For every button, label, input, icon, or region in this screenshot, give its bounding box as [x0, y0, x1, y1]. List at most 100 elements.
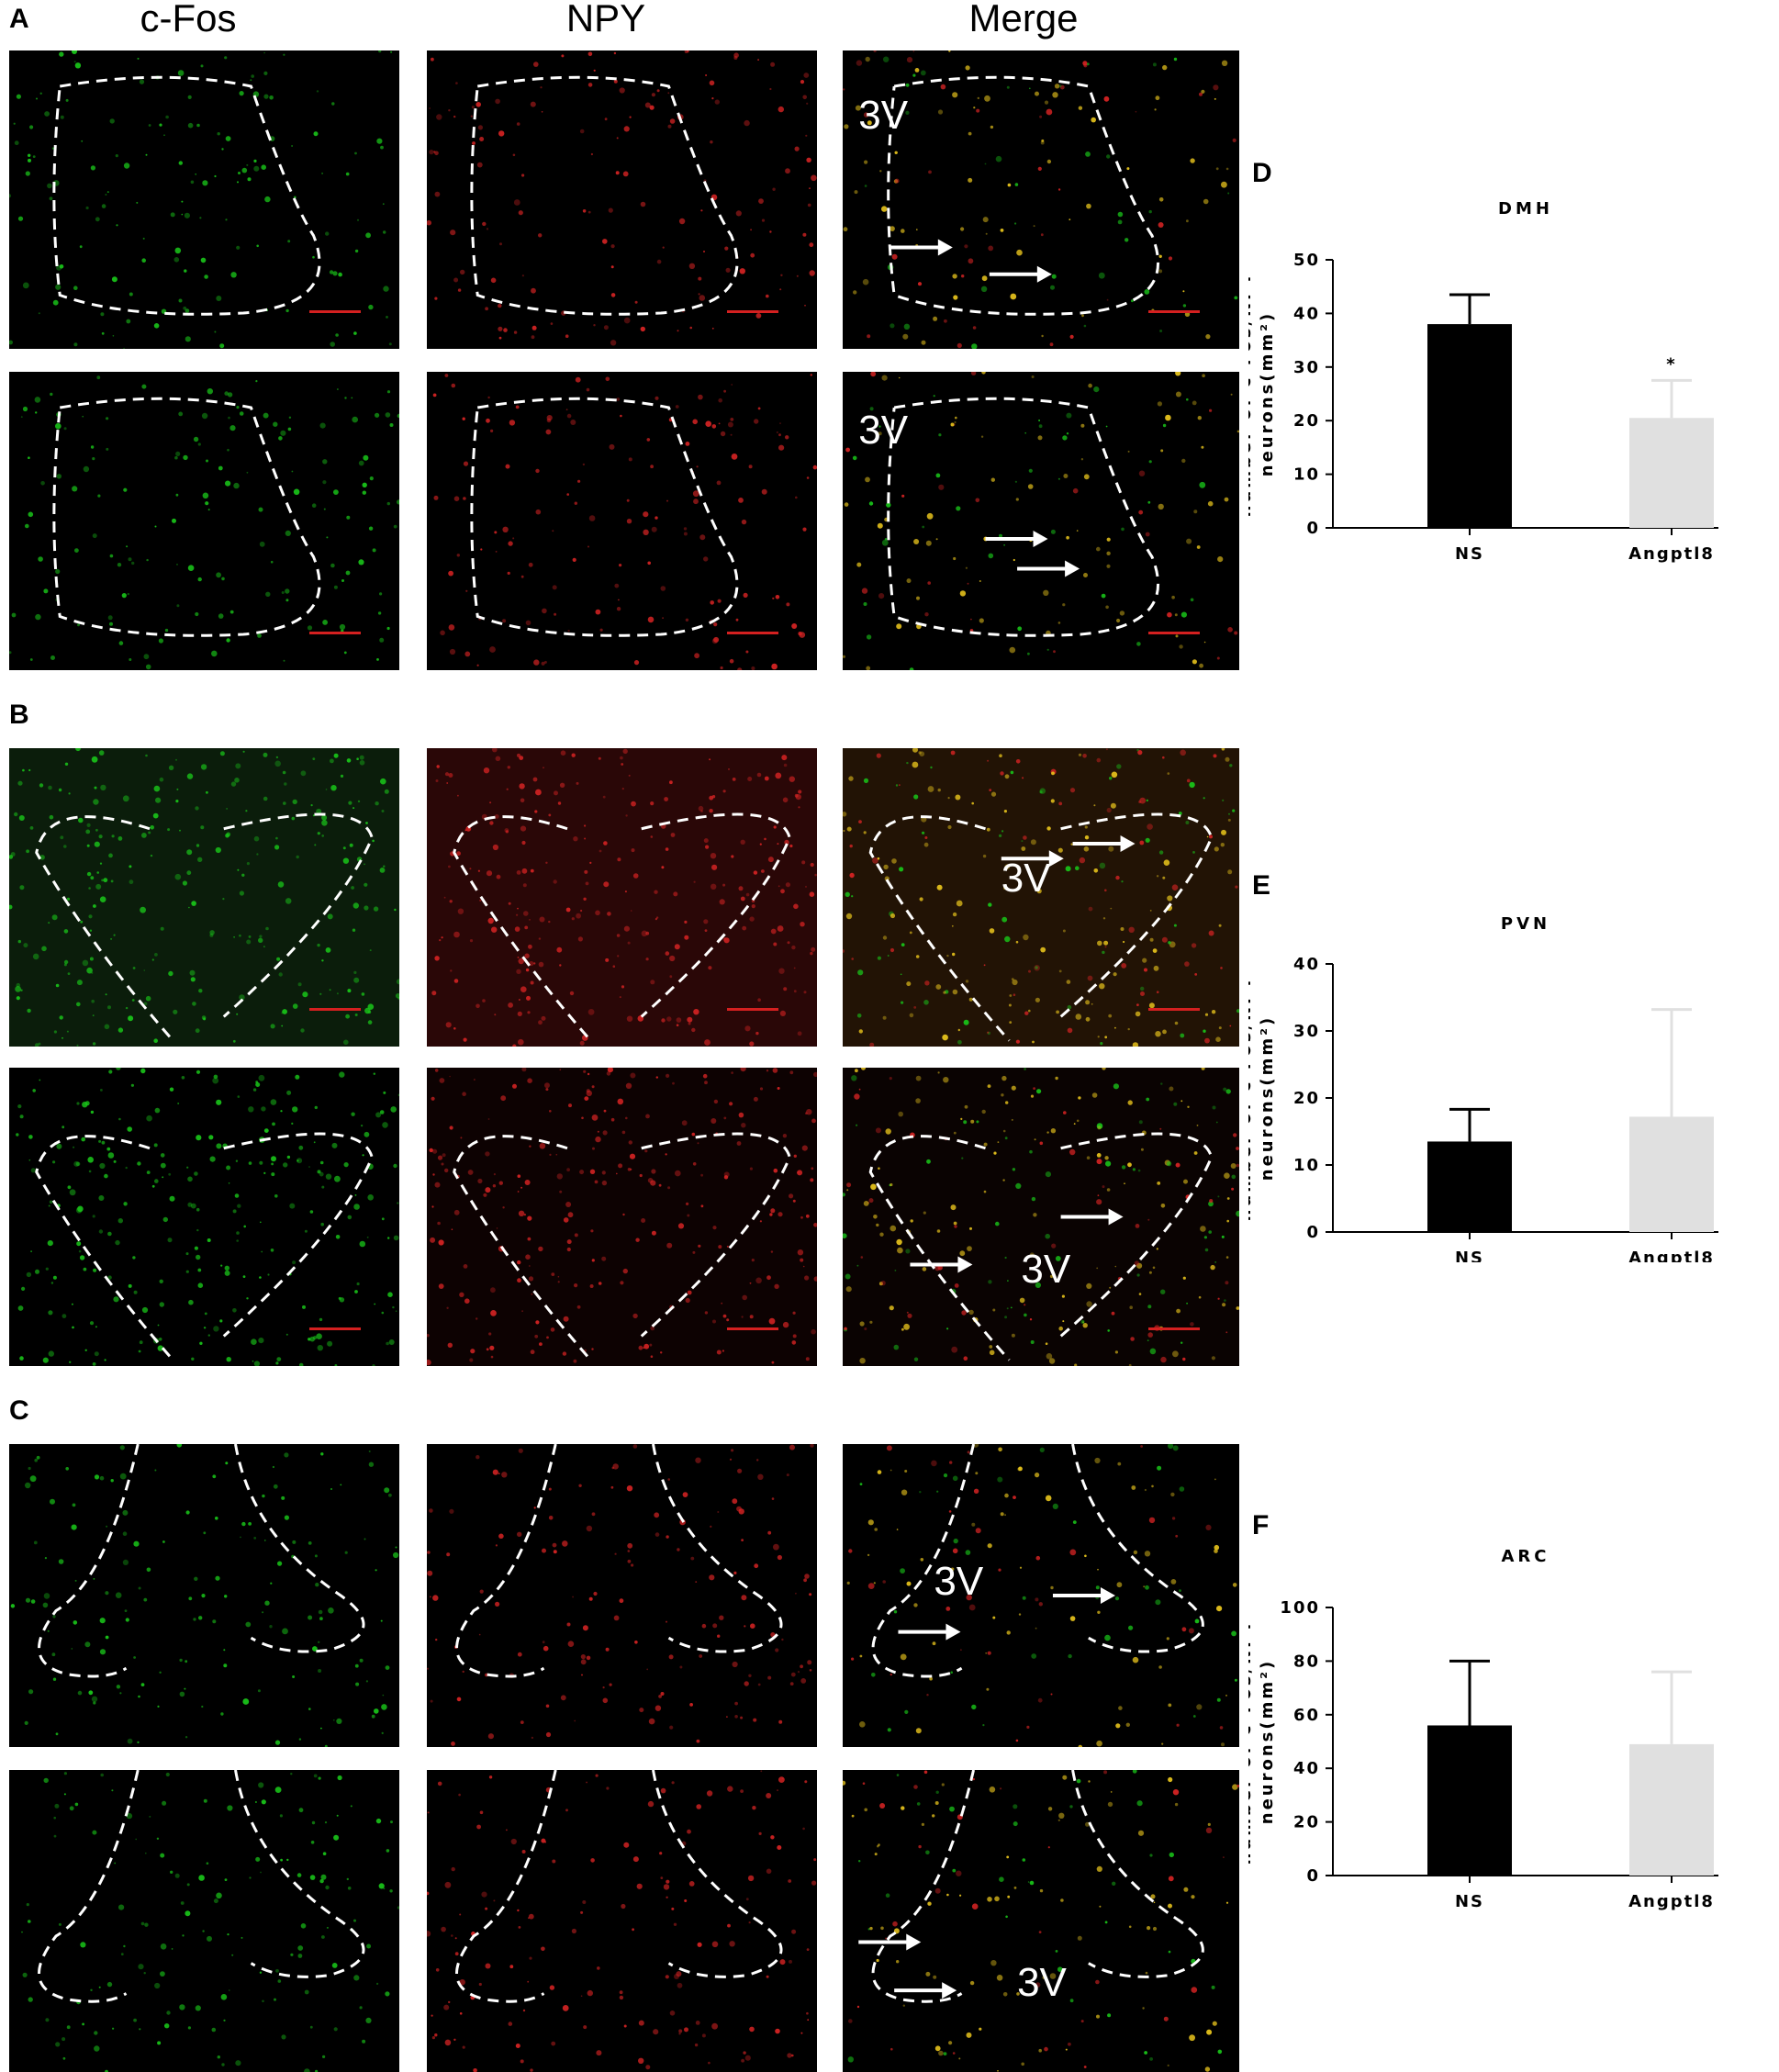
- y-axis-label: number of c-Fos/NPY neurons(mm²): [1248, 1618, 1277, 1865]
- scale-bar: [1147, 1327, 1200, 1330]
- panel-letter-b: B: [9, 700, 29, 730]
- third-ventricle-label: 3V: [858, 92, 909, 138]
- arrow-head-icon: [1108, 1208, 1124, 1226]
- x-tick-label: NS: [1455, 1892, 1484, 1911]
- x-tick-label: NS: [1455, 544, 1484, 564]
- region-outline: [470, 397, 739, 637]
- y-axis-label: number of c-Fos/NPY neurons(mm²): [1248, 271, 1277, 518]
- scale-bar: [309, 631, 362, 634]
- micrograph-cfos-5: [9, 1444, 399, 1747]
- third-ventricle-label: 3V: [1017, 1960, 1067, 2006]
- y-tick-label: 30: [1293, 1022, 1320, 1041]
- region-outline: [868, 812, 1214, 1042]
- panel-letter-a: A: [9, 4, 29, 34]
- micrograph-merge-4: 3V: [843, 1068, 1239, 1366]
- micrograph-npy-5: [427, 1444, 817, 1747]
- x-tick-label: Angptl8: [1628, 1892, 1715, 1911]
- third-ventricle-label: 3V: [858, 408, 909, 453]
- y-tick-label: 10: [1293, 1156, 1320, 1175]
- micrograph-merge-3: 3V: [843, 748, 1239, 1047]
- y-tick-label: 50: [1293, 251, 1320, 270]
- arrow-head-icon: [1036, 265, 1052, 283]
- bar-ns: [1427, 1725, 1512, 1876]
- y-tick-label: 30: [1293, 358, 1320, 377]
- region-outline: [453, 812, 791, 1042]
- y-tick-label: 80: [1293, 1652, 1320, 1671]
- arrow-head-icon: [945, 1623, 961, 1641]
- panel-letter-f: F: [1252, 1510, 1270, 1540]
- third-ventricle-label: 3V: [934, 1559, 984, 1605]
- region-outline: [38, 1444, 365, 1678]
- arrow-head-icon: [1033, 531, 1048, 547]
- micrograph-merge-6: 3V: [843, 1770, 1239, 2072]
- y-tick-label: 40: [1293, 1759, 1320, 1778]
- third-ventricle-label: 3V: [1021, 1247, 1071, 1292]
- region-outline: [887, 397, 1160, 637]
- y-tick-label: 60: [1293, 1706, 1320, 1725]
- scale-bar: [727, 309, 779, 313]
- column-header-merge: Merge: [968, 0, 1079, 39]
- arrow-head-icon: [942, 1982, 957, 1999]
- scale-bar: [309, 309, 362, 313]
- scale-bar: [309, 1007, 362, 1011]
- y-tick-label: 0: [1306, 519, 1320, 538]
- micrograph-cfos-1: [9, 50, 399, 349]
- region-outline: [52, 397, 321, 637]
- region-outline: [453, 1132, 791, 1361]
- region-outline: [35, 1132, 374, 1361]
- arrow-head-icon: [1100, 1587, 1115, 1604]
- micrograph-npy-2: [427, 372, 817, 670]
- arrow-head-icon: [1065, 560, 1080, 577]
- y-tick-label: 20: [1293, 1813, 1320, 1832]
- micrograph-npy-6: [427, 1770, 817, 2072]
- chart-title: DMH: [1498, 199, 1553, 218]
- y-tick-label: 40: [1293, 955, 1320, 974]
- bar-angptl8: [1629, 1743, 1714, 1876]
- micrograph-npy-3: [427, 748, 817, 1047]
- x-tick-label: Angptl8: [1628, 544, 1715, 564]
- arrow-head-icon: [957, 1256, 973, 1273]
- micrograph-cfos-2: [9, 372, 399, 670]
- region-outline: [871, 1770, 1204, 2003]
- arrow-head-icon: [906, 1933, 922, 1951]
- scale-bar: [727, 1007, 779, 1011]
- arrow-head-icon: [937, 239, 953, 256]
- third-ventricle-label: 3V: [1001, 856, 1051, 901]
- column-header-npy: NPY: [565, 0, 646, 39]
- micrograph-merge-1: 3V: [843, 50, 1239, 349]
- micrograph-cfos-6: [9, 1770, 399, 2072]
- region-outline: [52, 75, 321, 316]
- y-tick-label: 0: [1306, 1866, 1320, 1886]
- bar-angptl8: [1629, 1116, 1714, 1232]
- y-tick-label: 10: [1293, 465, 1320, 485]
- bar-chart-dmh: DMH 0 10 20 30 40 50 NS Angptl8 * number of c-Fos/…: [1248, 199, 1718, 564]
- micrograph-cfos-4: [9, 1068, 399, 1366]
- scale-bar: [309, 1327, 362, 1330]
- x-tick-label: NS: [1455, 1249, 1484, 1262]
- scale-bar: [1147, 309, 1200, 313]
- panel-letter-d: D: [1252, 158, 1272, 188]
- bar-ns: [1427, 1141, 1512, 1232]
- y-axis-label: number of c-Fos/NPY neurons(mm²): [1248, 975, 1277, 1222]
- region-outline: [455, 1770, 783, 2003]
- y-tick-label: 40: [1293, 304, 1320, 323]
- region-outline: [455, 1444, 783, 1678]
- region-outline: [35, 812, 374, 1042]
- micrograph-npy-1: [427, 50, 817, 349]
- arrow-head-icon: [1048, 850, 1064, 868]
- micrograph-cfos-3: [9, 748, 399, 1047]
- scale-bar: [727, 1327, 779, 1330]
- scale-bar: [1147, 631, 1200, 634]
- chart-title: ARC: [1501, 1547, 1550, 1566]
- panel-letter-e: E: [1252, 870, 1271, 901]
- region-outline: [887, 75, 1160, 316]
- region-outline: [871, 1444, 1204, 1678]
- bar-ns: [1427, 324, 1512, 528]
- x-tick-label: Angptl8: [1628, 1249, 1715, 1262]
- scale-bar: [1147, 1007, 1200, 1011]
- micrograph-merge-2: 3V: [843, 372, 1239, 670]
- panel-letter-c: C: [9, 1395, 29, 1426]
- bar-chart-pvn: PVN 0 10 20 30 40 NS Angptl8 number of c-Fos/NPY…: [1248, 914, 1718, 1262]
- micrograph-npy-4: [427, 1068, 817, 1366]
- region-outline: [38, 1770, 365, 2003]
